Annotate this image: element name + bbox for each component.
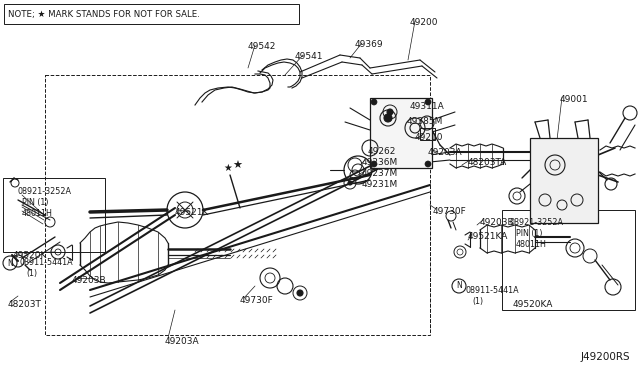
Circle shape bbox=[387, 109, 393, 115]
Circle shape bbox=[425, 99, 431, 105]
Bar bbox=[45, 75, 430, 335]
Circle shape bbox=[425, 161, 431, 167]
Text: N: N bbox=[7, 259, 13, 267]
Text: 49521K: 49521K bbox=[175, 208, 209, 217]
Bar bbox=[4, 4, 299, 24]
Bar bbox=[3, 178, 105, 252]
Text: 48203TA: 48203TA bbox=[468, 158, 508, 167]
Text: 49203A: 49203A bbox=[428, 148, 463, 157]
Text: 49200: 49200 bbox=[410, 18, 438, 27]
Bar bbox=[502, 210, 635, 310]
Text: 48203T: 48203T bbox=[8, 300, 42, 309]
Text: 49385M: 49385M bbox=[407, 117, 444, 126]
Text: 49520K: 49520K bbox=[13, 251, 47, 260]
Circle shape bbox=[384, 114, 392, 122]
Text: 49236M: 49236M bbox=[362, 158, 398, 167]
Text: PIN (1): PIN (1) bbox=[516, 229, 543, 238]
Circle shape bbox=[371, 99, 377, 105]
Text: (1): (1) bbox=[472, 297, 483, 306]
Text: (1): (1) bbox=[26, 269, 37, 278]
Circle shape bbox=[297, 290, 303, 296]
Bar bbox=[420, 128, 435, 140]
Text: 49369: 49369 bbox=[355, 40, 383, 49]
Text: 49203A: 49203A bbox=[165, 337, 200, 346]
Text: 49203B: 49203B bbox=[480, 218, 515, 227]
Text: 08911-5441A: 08911-5441A bbox=[466, 286, 520, 295]
Text: ★: ★ bbox=[223, 163, 232, 173]
Circle shape bbox=[371, 161, 377, 167]
Text: N: N bbox=[456, 282, 462, 291]
Text: 49237M: 49237M bbox=[362, 169, 398, 178]
Text: 08921-3252A: 08921-3252A bbox=[510, 218, 564, 227]
Text: 49311A: 49311A bbox=[410, 102, 445, 111]
Text: 49262: 49262 bbox=[368, 147, 396, 156]
Text: 49730F: 49730F bbox=[433, 207, 467, 216]
Text: 08921-3252A: 08921-3252A bbox=[18, 187, 72, 196]
Bar bbox=[370, 98, 432, 168]
Text: 49203B: 49203B bbox=[72, 276, 107, 285]
Text: 49730F: 49730F bbox=[240, 296, 274, 305]
Bar bbox=[530, 138, 598, 223]
Text: 49231M: 49231M bbox=[362, 180, 398, 189]
Text: J49200RS: J49200RS bbox=[580, 352, 630, 362]
Text: 49541: 49541 bbox=[295, 52, 323, 61]
Text: 49521KA: 49521KA bbox=[468, 232, 508, 241]
Circle shape bbox=[348, 181, 352, 185]
Text: PIN (1): PIN (1) bbox=[22, 198, 49, 207]
Text: 08911-5441A: 08911-5441A bbox=[20, 258, 74, 267]
Text: 49520KA: 49520KA bbox=[513, 300, 554, 309]
Text: 48011H: 48011H bbox=[516, 240, 547, 249]
Text: NOTE; ★ MARK STANDS FOR NOT FOR SALE.: NOTE; ★ MARK STANDS FOR NOT FOR SALE. bbox=[8, 10, 200, 19]
Text: ★: ★ bbox=[232, 161, 242, 171]
Text: 49210: 49210 bbox=[415, 133, 444, 142]
Text: 49542: 49542 bbox=[248, 42, 276, 51]
Text: 48011H: 48011H bbox=[22, 209, 53, 218]
Text: 49001: 49001 bbox=[560, 95, 589, 104]
